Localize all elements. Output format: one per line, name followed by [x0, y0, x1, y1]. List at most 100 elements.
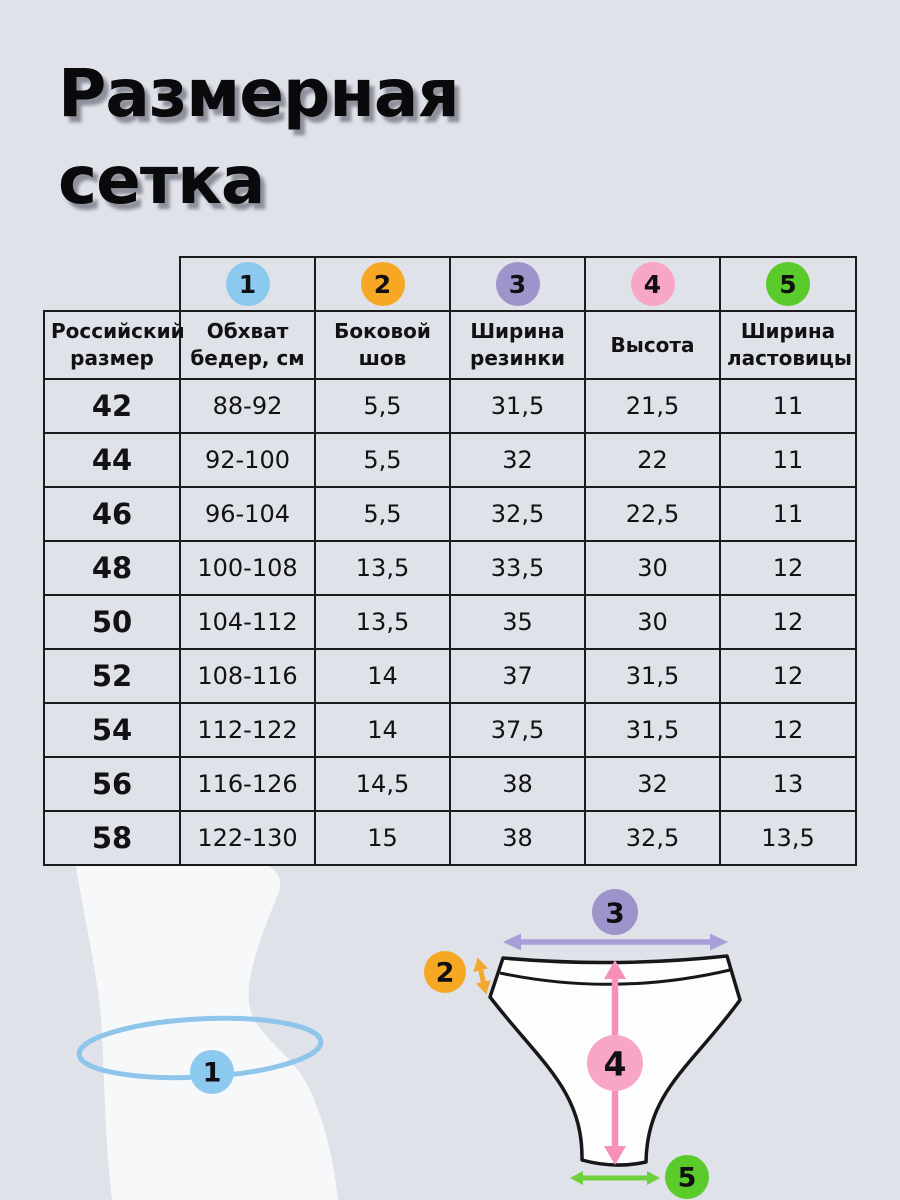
value-cell: 37	[449, 648, 586, 704]
value-cell: 15	[314, 810, 451, 866]
value-cell: 12	[719, 648, 857, 704]
marker-cell-1: 1	[179, 256, 316, 312]
marker-1-number: 1	[203, 1058, 222, 1089]
value-cell: 32,5	[449, 486, 586, 542]
col-header-gusset-width: Ширина ластовицы	[719, 310, 857, 380]
marker-3-circle	[592, 889, 638, 935]
value-cell: 32,5	[584, 810, 721, 866]
size-cell: 44	[43, 432, 181, 488]
marker-row: 1 2 3 4 5	[44, 256, 857, 312]
marker-2-number: 2	[436, 958, 455, 989]
page-title-line1: Размерная	[58, 55, 460, 132]
marker-4-badge: 4	[630, 262, 675, 306]
value-cell: 5,5	[314, 378, 451, 434]
value-cell: 33,5	[449, 540, 586, 596]
marker-2-badge: 2	[360, 262, 405, 306]
col-header-side-seam: Боковой шов	[314, 310, 451, 380]
measurement-diagram: 1 3 2 4 5	[76, 866, 742, 1200]
value-cell: 13,5	[314, 540, 451, 596]
table-row: 58 122-130 15 38 32,5 13,5	[43, 810, 857, 866]
table-row: 42 88-92 5,5 31,5 21,5 11	[43, 378, 857, 434]
size-cell: 42	[43, 378, 181, 434]
table-row: 54 112-122 14 37,5 31,5 12	[43, 702, 857, 758]
table-row: 48 100-108 13,5 33,5 30 12	[43, 540, 857, 596]
size-cell: 54	[43, 702, 181, 758]
value-cell: 122-130	[179, 810, 316, 866]
value-cell: 31,5	[584, 648, 721, 704]
value-cell: 30	[584, 594, 721, 650]
table-row: 56 116-126 14,5 38 32 13	[43, 756, 857, 812]
marker-cell-5: 5	[719, 256, 857, 312]
side-seam-arrow	[473, 957, 491, 995]
marker-1-circle	[190, 1050, 234, 1094]
value-cell: 100-108	[179, 540, 316, 596]
body-silhouette	[76, 866, 338, 1200]
hip-width-arrow	[503, 933, 728, 951]
value-cell: 112-122	[179, 702, 316, 758]
size-table: 1 2 3 4 5 Российский размер Обхват бедер…	[43, 256, 857, 866]
value-cell: 92-100	[179, 432, 316, 488]
corner-empty-cell	[44, 257, 180, 311]
value-cell: 14	[314, 648, 451, 704]
value-cell: 14	[314, 702, 451, 758]
value-cell: 32	[584, 756, 721, 812]
value-cell: 11	[719, 486, 857, 542]
col-header-hip-girth: Обхват бедер, см	[179, 310, 316, 380]
value-cell: 31,5	[584, 702, 721, 758]
value-cell: 108-116	[179, 648, 316, 704]
table-row: 44 92-100 5,5 32 22 11	[43, 432, 857, 488]
marker-1-badge: 1	[225, 262, 270, 306]
table-row: 46 96-104 5,5 32,5 22,5 11	[43, 486, 857, 542]
marker-5-circle	[665, 1155, 709, 1199]
size-cell: 56	[43, 756, 181, 812]
value-cell: 21,5	[584, 378, 721, 434]
value-cell: 12	[719, 594, 857, 650]
size-cell: 46	[43, 486, 181, 542]
marker-cell-2: 2	[314, 256, 451, 312]
col-header-russian-size: Российский размер	[43, 310, 185, 380]
value-cell: 96-104	[179, 486, 316, 542]
value-cell: 38	[449, 810, 586, 866]
marker-4-circle	[587, 1035, 643, 1091]
page-title-line2: сетка	[58, 142, 265, 220]
value-cell: 116-126	[179, 756, 316, 812]
size-cell: 58	[43, 810, 181, 866]
value-cell: 11	[719, 378, 857, 434]
value-cell: 13,5	[314, 594, 451, 650]
col-header-height: Высота	[584, 310, 721, 380]
marker-4-number: 4	[604, 1045, 627, 1084]
gusset-width-arrow	[570, 1171, 660, 1185]
marker-5-badge: 5	[766, 262, 810, 306]
size-table-body: 42 88-92 5,5 31,5 21,5 11 44 92-100 5,5 32 22 11 46 9…	[43, 378, 857, 866]
marker-cell-4: 4	[584, 256, 721, 312]
value-cell: 31,5	[449, 378, 586, 434]
value-cell: 37,5	[449, 702, 586, 758]
page-title: Размерная сетка	[58, 50, 460, 224]
marker-2-circle	[424, 951, 466, 993]
value-cell: 13	[719, 756, 857, 812]
marker-3-badge: 3	[495, 262, 540, 306]
value-cell: 5,5	[314, 486, 451, 542]
value-cell: 22,5	[584, 486, 721, 542]
value-cell: 14,5	[314, 756, 451, 812]
value-cell: 32	[449, 432, 586, 488]
value-cell: 38	[449, 756, 586, 812]
value-cell: 12	[719, 702, 857, 758]
table-row: 50 104-112 13,5 35 30 12	[43, 594, 857, 650]
value-cell: 5,5	[314, 432, 451, 488]
value-cell: 11	[719, 432, 857, 488]
value-cell: 88-92	[179, 378, 316, 434]
header-row: Российский размер Обхват бедер, см Боков…	[43, 310, 857, 380]
value-cell: 104-112	[179, 594, 316, 650]
marker-3-number: 3	[605, 897, 624, 930]
marker-cell-3: 3	[449, 256, 586, 312]
marker-5-number: 5	[678, 1163, 697, 1194]
size-cell: 52	[43, 648, 181, 704]
table-row: 52 108-116 14 37 31,5 12	[43, 648, 857, 704]
value-cell: 30	[584, 540, 721, 596]
value-cell: 22	[584, 432, 721, 488]
value-cell: 12	[719, 540, 857, 596]
size-cell: 50	[43, 594, 181, 650]
value-cell: 35	[449, 594, 586, 650]
size-cell: 48	[43, 540, 181, 596]
